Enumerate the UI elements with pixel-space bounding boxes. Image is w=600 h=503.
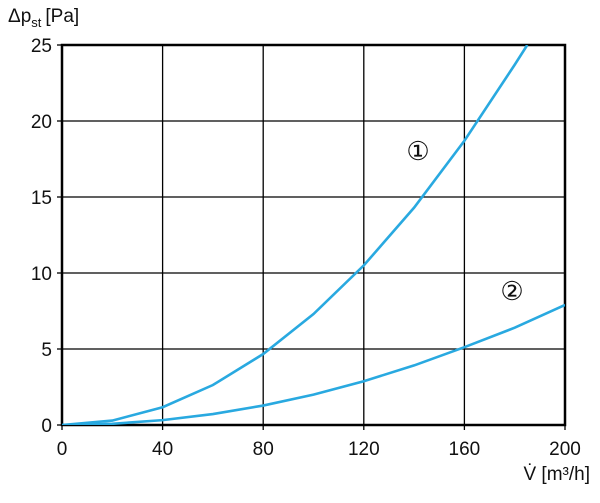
y-tick-label: 10 <box>31 264 52 285</box>
x-tick-label: 200 <box>549 439 581 460</box>
y-tick-label: 5 <box>41 340 52 361</box>
y-label-unit: [Pa] <box>45 6 79 27</box>
x-tick-label: 0 <box>57 439 68 460</box>
x-tick-label: 80 <box>253 439 274 460</box>
y-label-main: Δp <box>8 6 31 27</box>
curve-annotation: ① <box>406 136 429 166</box>
y-tick-label: 15 <box>31 188 52 209</box>
x-tick-label: 120 <box>348 439 380 460</box>
series-line <box>62 303 565 425</box>
x-tick-label: 40 <box>152 439 173 460</box>
series-line <box>62 45 529 425</box>
curve-annotation: ② <box>500 276 523 306</box>
plot-frame <box>60 43 567 427</box>
y-tick-label: 25 <box>31 36 52 57</box>
x-tick-label: 160 <box>449 439 481 460</box>
y-label-sub: st <box>31 15 42 30</box>
x-axis-label: V̇ [m³/h] <box>523 464 590 485</box>
y-tick-label: 0 <box>41 416 52 437</box>
y-tick-label: 20 <box>31 112 52 133</box>
y-axis-label: Δpst [Pa] <box>8 6 79 30</box>
